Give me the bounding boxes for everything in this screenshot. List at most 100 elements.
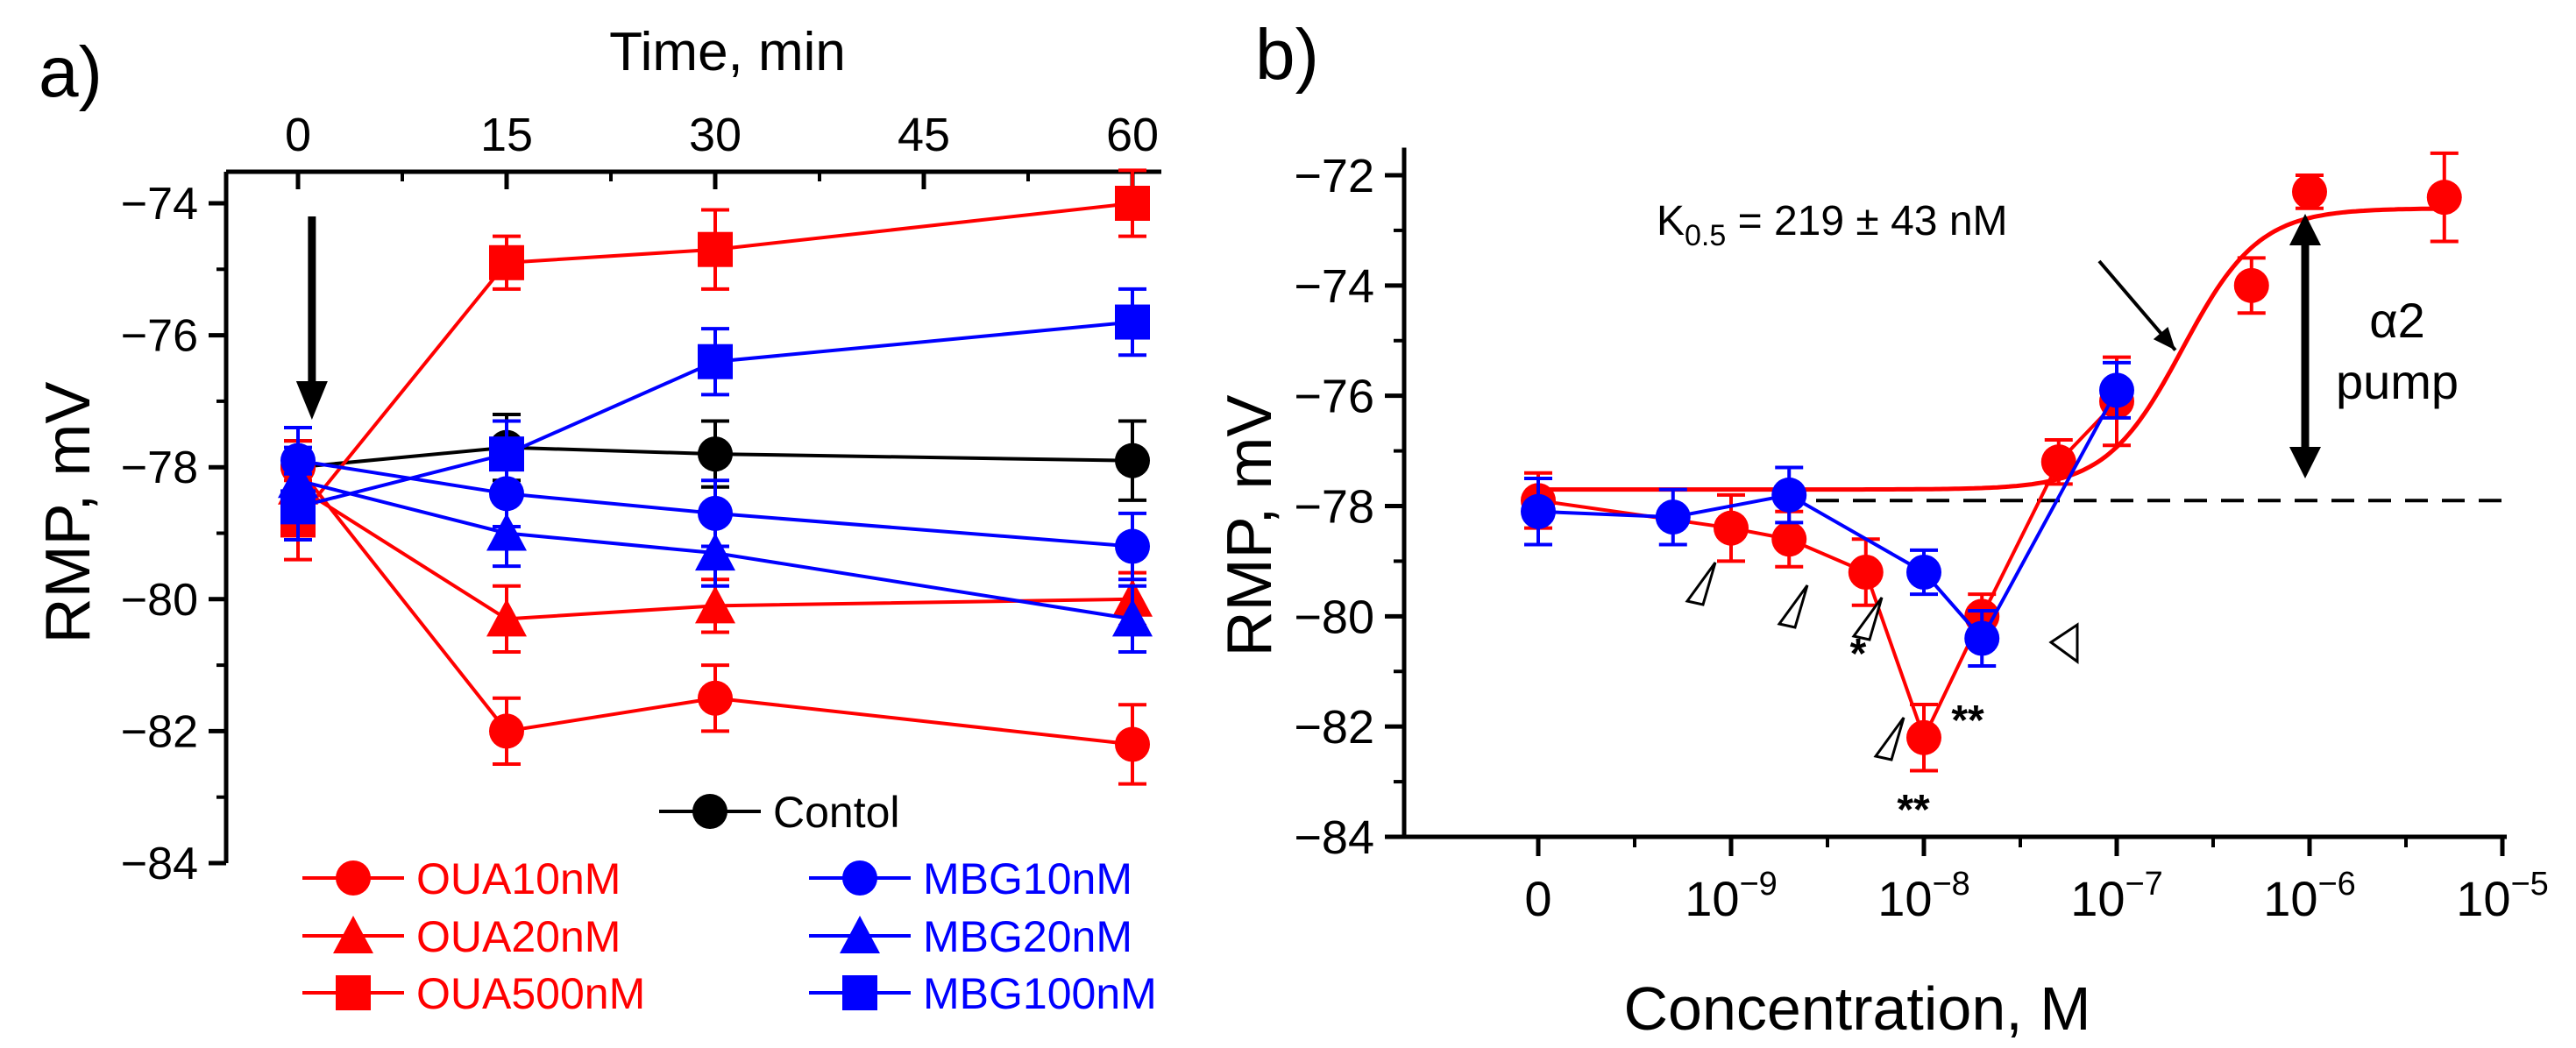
- panel-b-series: [1521, 151, 2462, 773]
- legend-entry-OUA20nM: OUA20nM: [302, 912, 621, 961]
- pump-arrow-head-down: [2289, 447, 2321, 479]
- hollow-triangle-marker: [1777, 584, 1809, 629]
- k-half-arrow-head: [2153, 326, 2175, 351]
- k-half-main: K: [1657, 198, 1685, 244]
- legend-marker: [840, 916, 880, 953]
- legend-label: MBG100nM: [923, 969, 1157, 1018]
- panel-a-series: [278, 168, 1153, 786]
- panel-a-y-axis-label: RMP, mV: [33, 382, 103, 644]
- data-point: [2292, 173, 2327, 209]
- legend-entry-MBG100nM: MBG100nM: [809, 969, 1157, 1018]
- series-line: [297, 458, 1133, 549]
- panel-a-axes: [224, 169, 1161, 863]
- legend-marker: [336, 975, 371, 1010]
- panel-a-x-tick-label: 30: [689, 109, 742, 161]
- data-point: [698, 436, 733, 472]
- alpha2-label: α2: [2369, 293, 2425, 348]
- data-point: [698, 495, 733, 531]
- panel-a-y-tick-label: −74: [121, 179, 198, 230]
- data-point: [1906, 719, 1941, 755]
- panel-b-y-tick-label: −76: [1294, 371, 1374, 423]
- data-point: [698, 680, 733, 716]
- k-half-subscript: 0.5: [1685, 219, 1726, 252]
- panel-a-y-tick-label: −84: [121, 839, 198, 889]
- significance-stars: **: [1951, 697, 1984, 744]
- data-point: [695, 533, 735, 571]
- hollow-triangle-marker: [1851, 597, 1884, 641]
- panel-b-y-tick-label: −84: [1294, 811, 1374, 864]
- legend-marker: [336, 860, 371, 896]
- data-point: [698, 343, 733, 379]
- legend-label: OUA500nM: [416, 969, 645, 1018]
- panel-a-y-tick-label: −78: [121, 443, 198, 493]
- panel-b-x-tick-label: 10−9: [1685, 866, 1778, 926]
- series-line: [296, 465, 1133, 747]
- legend-marker: [842, 860, 877, 896]
- panel-b-x-tick-label: 10−7: [2070, 866, 2163, 926]
- hollow-triangle-marker: [1873, 717, 1905, 761]
- pump-arrow-head-up: [2289, 214, 2321, 246]
- k-half-annotation: K0.5 = 219 ± 43 nM: [1657, 198, 2008, 252]
- data-point: [1115, 186, 1150, 221]
- legend-label: Contol: [773, 788, 900, 837]
- panel-b-y-tick-label: −82: [1294, 701, 1374, 754]
- data-point: [1964, 620, 2000, 656]
- legend-label: MBG10nM: [923, 854, 1132, 903]
- legend-label: MBG20nM: [923, 912, 1132, 961]
- panel-b-x-tick-label: 10−6: [2263, 866, 2356, 926]
- series-line: [297, 445, 1133, 470]
- panel-b-y-tick-label: −80: [1294, 591, 1374, 643]
- data-point: [1115, 443, 1150, 478]
- series-line: [296, 485, 1133, 621]
- panel-b-y-tick-label: −78: [1294, 481, 1374, 534]
- data-point: [2426, 180, 2462, 216]
- legend-entry-MBG20nM: MBG20nM: [809, 912, 1132, 961]
- data-point: [489, 713, 524, 749]
- significance-stars: *: [1850, 631, 1867, 677]
- data-point: [698, 231, 733, 267]
- legend-entry-MBG10nM: MBG10nM: [809, 854, 1132, 903]
- panel-b-fit-curve: [1538, 206, 2441, 492]
- panel-b-label: b): [1255, 15, 1319, 95]
- panel-b-x-axis-label: Concentration, M: [1623, 974, 2090, 1043]
- panel-a-y-tick-label: −80: [121, 575, 198, 626]
- panel-b-y-ticks: −72 −74 −76 −78 −80 −82 −84: [1294, 150, 1404, 864]
- data-point: [2233, 267, 2269, 303]
- series-line: [1537, 400, 2118, 742]
- panel-b-x-ticks: 0 10−9 10−8 10−7 10−6 10−5: [1524, 837, 2549, 926]
- panel-a-x-axis-label: Time, min: [609, 22, 846, 82]
- panel-a-annotations: [295, 216, 328, 420]
- panel-a-x-tick-label: 45: [898, 109, 950, 161]
- panel-a-x-tick-label: 60: [1106, 109, 1159, 161]
- panel-a-legend: Contol OUA10nM MBG10nM OUA20nM MBG20nM OUA500…: [302, 788, 1157, 1018]
- series-OUA: [1521, 151, 2462, 773]
- panel-b: b) Concentration, M RMP, mV 0 10−9 10−8 10−…: [1215, 15, 2549, 1043]
- panel-a-label: a): [39, 32, 103, 112]
- panel-a-x-ticks: 0 15 30 45 60: [285, 109, 1159, 189]
- panel-a-y-tick-label: −76: [121, 311, 198, 362]
- panel-b-y-tick-label: −74: [1294, 260, 1374, 313]
- data-point: [1848, 555, 1884, 590]
- data-point: [695, 585, 735, 624]
- panel-b-y-tick-label: −72: [1294, 150, 1374, 202]
- data-point: [1714, 510, 1749, 546]
- data-point: [1771, 477, 1807, 513]
- data-point: [486, 513, 527, 551]
- panel-b-annotations: K0.5 = 219 ± 43 nM α2 pump *****: [1657, 198, 2459, 833]
- panel-a-y-ticks: −74 −76 −78 −80 −82 −84: [121, 179, 226, 889]
- legend-label: OUA20nM: [416, 912, 621, 961]
- data-point: [486, 598, 527, 637]
- legend-marker: [842, 975, 877, 1010]
- series-line: [297, 320, 1133, 509]
- pump-label: pump: [2336, 354, 2459, 409]
- legend-marker: [333, 916, 373, 953]
- data-point: [1521, 493, 1556, 529]
- series-MBG100nM: [280, 287, 1150, 542]
- series-MBG10nM: [280, 426, 1150, 582]
- legend-entry-OUA500nM: OUA500nM: [302, 969, 645, 1018]
- panel-b-y-axis-label: RMP, mV: [1215, 395, 1285, 657]
- hill-fit-curve: [1538, 206, 2441, 492]
- data-point: [1112, 598, 1153, 637]
- legend-entry-Contol: Contol: [659, 788, 900, 837]
